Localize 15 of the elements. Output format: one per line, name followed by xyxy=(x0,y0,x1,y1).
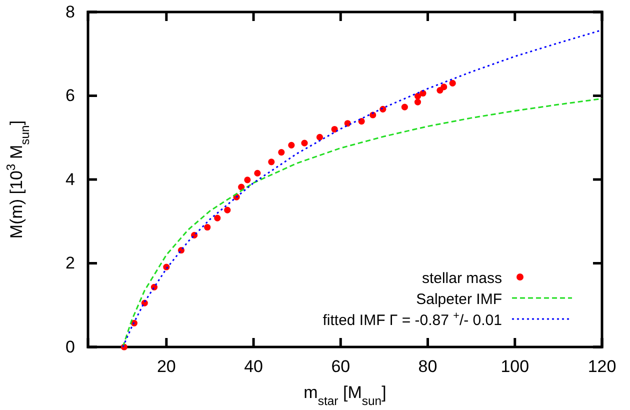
legend-label: stellar mass xyxy=(422,270,502,287)
x-axis-title: m$_{star}$ [M$_{sun}$] xyxy=(304,383,386,408)
legend-label: Salpeter IMF xyxy=(416,291,502,308)
x-tick-label: 60 xyxy=(331,357,350,376)
legend-label: fitted IMF Γ = -0.87 $^{+}$/- 0.01 xyxy=(322,310,502,329)
y-tick-label: 8 xyxy=(66,2,75,22)
x-tick-label: 100 xyxy=(500,357,530,376)
y-tick-label: 4 xyxy=(66,170,75,189)
y-tick-label: 2 xyxy=(66,254,75,273)
y-tick-label: 6 xyxy=(66,86,75,106)
x-tick-label: 80 xyxy=(418,357,438,376)
x-tick-label: 40 xyxy=(244,357,263,376)
y-tick-label: 0 xyxy=(66,337,75,356)
x-tick-label: 20 xyxy=(156,357,176,376)
x-tick-label: 120 xyxy=(588,357,616,376)
